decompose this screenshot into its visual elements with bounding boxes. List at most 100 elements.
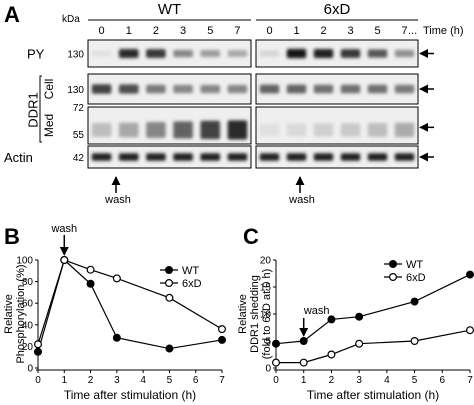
blot-band xyxy=(286,84,307,94)
blot-band xyxy=(227,120,248,140)
blot-band xyxy=(146,153,166,161)
data-point-wt xyxy=(299,337,308,346)
blot-band xyxy=(259,50,280,57)
blot-band xyxy=(118,122,139,138)
blot-band xyxy=(313,84,334,94)
data-point-wt xyxy=(165,344,174,353)
x-tick-label: 7 xyxy=(467,375,473,386)
blot-band xyxy=(118,84,139,94)
wash-annotation: wash xyxy=(50,223,77,235)
series-line-6xd xyxy=(37,259,223,345)
y-axis-label: (fold to 6xD at 0 h) xyxy=(261,269,273,360)
x-tick-label: 0 xyxy=(35,375,41,386)
data-point-wt xyxy=(327,315,336,324)
time-label: Time (h) xyxy=(423,25,464,37)
data-point-6xd xyxy=(165,293,174,302)
blot-band xyxy=(286,123,307,137)
data-point-6xd xyxy=(218,325,227,334)
wash-label: wash xyxy=(288,194,315,206)
lane-label: 2 xyxy=(153,25,159,37)
blot-band xyxy=(367,49,388,58)
data-point-wt xyxy=(355,312,364,321)
wash-label: wash xyxy=(104,194,131,206)
mw-label: 130 xyxy=(67,50,84,61)
blot-band xyxy=(200,153,221,161)
lane-label: 1 xyxy=(126,25,132,37)
blot-band xyxy=(118,49,139,58)
data-point-wt xyxy=(112,333,121,342)
legend-label-6xd: 6xD xyxy=(406,272,426,284)
data-point-6xd xyxy=(60,256,69,265)
y-axis-label: Relative xyxy=(237,294,249,334)
blot-band xyxy=(367,153,388,161)
y-tick-label: 15 xyxy=(260,283,272,294)
blot-band xyxy=(173,49,193,58)
mw-label: 55 xyxy=(73,130,85,141)
blot-frame xyxy=(87,39,252,68)
data-point-wt xyxy=(466,270,474,279)
x-tick-label: 6 xyxy=(193,375,199,386)
panel-letter-c: C xyxy=(243,224,259,249)
blot-frame xyxy=(255,73,419,105)
x-tick-label: 3 xyxy=(356,375,362,386)
kda-label: kDa xyxy=(62,14,80,25)
blot-band xyxy=(200,50,221,57)
data-point-wt xyxy=(33,347,42,356)
panel-a-letter: A xyxy=(4,2,20,27)
x-tick-label: 2 xyxy=(329,375,335,386)
lane-label: 3 xyxy=(180,25,186,37)
y-axis-label: Phosphorylation (%) xyxy=(15,264,27,363)
blot-band xyxy=(313,123,334,137)
data-point-6xd xyxy=(86,265,95,274)
x-tick-label: 4 xyxy=(140,375,146,386)
x-tick-label: 1 xyxy=(301,375,307,386)
x-tick-label: 6 xyxy=(440,375,446,386)
blot-band xyxy=(118,153,139,161)
x-axis-label: Time after stimulation (h) xyxy=(64,388,196,402)
x-tick-label: 2 xyxy=(88,375,94,386)
chart-c: C 0 5 10 15 20 0 1 2 3 4 5 6 7 Time after stimulation … xyxy=(237,224,474,402)
row-label-actin: Actin xyxy=(4,150,33,165)
data-point-6xd xyxy=(112,274,121,283)
blot-band xyxy=(91,84,112,94)
lane-label: 7 xyxy=(401,25,407,37)
y-tick-label: 5 xyxy=(265,337,271,348)
blot-band xyxy=(286,48,307,59)
lane-label: 1 xyxy=(293,25,299,37)
y-axis-label: Relative xyxy=(3,294,15,334)
series-line-6xd xyxy=(276,329,471,364)
data-point-6xd xyxy=(299,358,308,367)
blot-band xyxy=(259,123,280,137)
blot-band xyxy=(146,122,166,138)
blot-band xyxy=(313,153,334,161)
y-tick-label: 20 xyxy=(260,256,272,267)
blot-band xyxy=(227,50,248,57)
blot-band xyxy=(394,122,415,138)
row-sublabel-cell: Cell xyxy=(42,79,56,100)
y-tick-label: 10 xyxy=(260,310,272,321)
blot-band xyxy=(259,153,280,161)
blot-band xyxy=(200,84,221,94)
data-point-6xd xyxy=(272,358,281,367)
blot-band xyxy=(394,153,415,161)
ddr1-bracket xyxy=(39,75,42,143)
lane-label: 7 xyxy=(234,25,240,37)
blot-band xyxy=(200,120,221,140)
blot-band xyxy=(394,84,415,94)
panel-letter-b: B xyxy=(4,224,20,249)
blot-frame xyxy=(255,145,419,169)
wash-annotation: wash xyxy=(303,305,330,317)
y-tick-label: 60 xyxy=(22,299,34,310)
x-tick-label: 4 xyxy=(384,375,390,386)
blot-frame xyxy=(87,73,252,105)
legend-label-wt: WT xyxy=(406,259,423,271)
x-tick-label: 7 xyxy=(219,375,225,386)
y-tick-label: 100 xyxy=(16,256,33,267)
blot-band xyxy=(259,84,280,94)
blot-band xyxy=(91,153,112,161)
blot-band xyxy=(91,50,112,57)
lane-label: 3 xyxy=(347,25,353,37)
blot-band xyxy=(146,84,166,94)
y-tick-label: 80 xyxy=(22,277,34,288)
